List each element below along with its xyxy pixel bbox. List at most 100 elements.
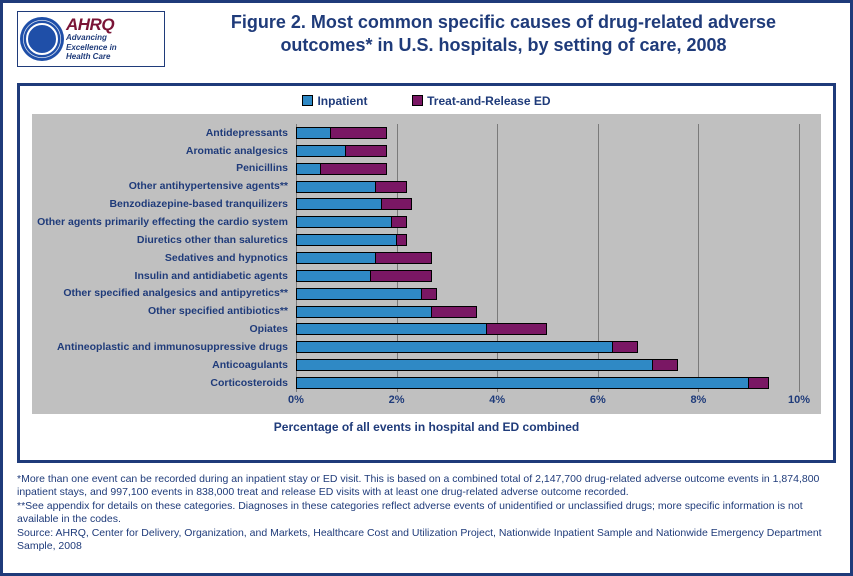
x-tick: 2%: [389, 394, 405, 406]
bar-row: Diuretics other than saluretics: [32, 231, 799, 249]
category-label: Antidepressants: [32, 128, 292, 139]
bar-cell: [296, 252, 799, 264]
category-label: Other antihypertensive agents**: [32, 181, 292, 192]
category-label: Penicillins: [32, 163, 292, 174]
bar-segment-inpatient: [296, 341, 613, 353]
gridline: [799, 124, 800, 392]
category-label: Other specified antibiotics**: [32, 306, 292, 317]
bar-row: Sedatives and hypnotics: [32, 249, 799, 267]
bar-segment-ed: [653, 359, 678, 371]
bar-segment-ed: [346, 145, 386, 157]
bar-segment-inpatient: [296, 306, 432, 318]
bar-segment-inpatient: [296, 234, 397, 246]
bar-cell: [296, 163, 799, 175]
legend: Inpatient Treat-and-Release ED: [32, 94, 821, 108]
bar-segment-inpatient: [296, 288, 422, 300]
legend-swatch-inpatient: [302, 95, 313, 106]
bar-row: Other antihypertensive agents**: [32, 178, 799, 196]
bar-cell: [296, 145, 799, 157]
bar-segment-inpatient: [296, 163, 321, 175]
category-label: Insulin and antidiabetic agents: [32, 271, 292, 282]
bar-row: Other specified analgesics and antipyret…: [32, 285, 799, 303]
bar-cell: [296, 234, 799, 246]
bar-segment-ed: [382, 198, 412, 210]
bar-row: Corticosteroids: [32, 374, 799, 392]
bar-segment-inpatient: [296, 270, 371, 282]
bar-rows: Antidepressants Aromatic analgesics Penici…: [32, 124, 799, 392]
bar-cell: [296, 181, 799, 193]
bar-cell: [296, 288, 799, 300]
bar-segment-ed: [432, 306, 477, 318]
x-axis-label: Percentage of all events in hospital and…: [32, 420, 821, 434]
ahrq-brand: AHRQ: [66, 16, 117, 33]
ahrq-text: AHRQ Advancing Excellence in Health Care: [66, 16, 117, 61]
bar-cell: [296, 359, 799, 371]
category-label: Benzodiazepine-based tranquilizers: [32, 199, 292, 210]
chart-panel: Inpatient Treat-and-Release ED Antidepre…: [17, 83, 836, 463]
bar-segment-ed: [397, 234, 407, 246]
footnote-3: Source: AHRQ, Center for Delivery, Organ…: [17, 527, 836, 554]
bar-segment-ed: [331, 127, 386, 139]
bar-row: Antineoplastic and immunosuppressive dru…: [32, 338, 799, 356]
footnote-2: **See appendix for details on these cate…: [17, 500, 836, 527]
hhs-seal-icon: [20, 17, 64, 61]
ahrq-tagline-2: Excellence in: [66, 44, 117, 52]
footnotes: *More than one event can be recorded dur…: [17, 473, 836, 554]
x-tick: 6%: [590, 394, 606, 406]
bar-segment-ed: [422, 288, 437, 300]
category-label: Sedatives and hypnotics: [32, 253, 292, 264]
bar-row: Antidepressants: [32, 124, 799, 142]
bar-segment-inpatient: [296, 127, 331, 139]
bar-segment-inpatient: [296, 198, 382, 210]
bar-segment-ed: [613, 341, 638, 353]
bar-segment-ed: [487, 323, 547, 335]
bar-segment-inpatient: [296, 145, 346, 157]
bar-segment-ed: [321, 163, 386, 175]
category-label: Corticosteroids: [32, 378, 292, 389]
category-label: Antineoplastic and immunosuppressive dru…: [32, 342, 292, 353]
bar-cell: [296, 323, 799, 335]
bar-row: Other specified antibiotics**: [32, 303, 799, 321]
bar-row: Benzodiazepine-based tranquilizers: [32, 195, 799, 213]
x-tick: 8%: [690, 394, 706, 406]
ahrq-tagline-1: Advancing: [66, 34, 117, 42]
bar-segment-ed: [376, 181, 406, 193]
category-label: Anticoagulants: [32, 360, 292, 371]
legend-swatch-ed: [412, 95, 423, 106]
bar-row: Aromatic analgesics: [32, 142, 799, 160]
x-tick: 0%: [288, 394, 304, 406]
bar-segment-inpatient: [296, 323, 487, 335]
bar-segment-inpatient: [296, 216, 392, 228]
category-label: Opiates: [32, 324, 292, 335]
figure-frame: AHRQ Advancing Excellence in Health Care…: [0, 0, 853, 576]
x-tick: 4%: [489, 394, 505, 406]
category-label: Other specified analgesics and antipyret…: [32, 288, 292, 299]
bar-segment-ed: [392, 216, 407, 228]
bar-row: Anticoagulants: [32, 356, 799, 374]
ahrq-tagline-3: Health Care: [66, 53, 117, 61]
plot-area: Antidepressants Aromatic analgesics Penici…: [32, 114, 821, 414]
x-tick: 10%: [788, 394, 810, 406]
category-label: Other agents primarily effecting the car…: [32, 217, 292, 228]
legend-label-inpatient: Inpatient: [317, 94, 367, 108]
bar-segment-ed: [376, 252, 431, 264]
ahrq-logo: AHRQ Advancing Excellence in Health Care: [17, 11, 165, 67]
bar-cell: [296, 198, 799, 210]
bar-cell: [296, 216, 799, 228]
bar-row: Opiates: [32, 320, 799, 338]
bar-cell: [296, 306, 799, 318]
bar-segment-ed: [371, 270, 431, 282]
bar-segment-inpatient: [296, 377, 749, 389]
bar-segment-inpatient: [296, 181, 376, 193]
figure-title: Figure 2. Most common specific causes of…: [171, 11, 836, 56]
bar-row: Other agents primarily effecting the car…: [32, 213, 799, 231]
category-label: Aromatic analgesics: [32, 146, 292, 157]
bar-cell: [296, 270, 799, 282]
category-label: Diuretics other than saluretics: [32, 235, 292, 246]
bar-cell: [296, 377, 799, 389]
bar-segment-ed: [749, 377, 769, 389]
footnote-1: *More than one event can be recorded dur…: [17, 473, 836, 500]
header: AHRQ Advancing Excellence in Health Care…: [3, 3, 850, 71]
bar-row: Penicillins: [32, 160, 799, 178]
bar-cell: [296, 341, 799, 353]
